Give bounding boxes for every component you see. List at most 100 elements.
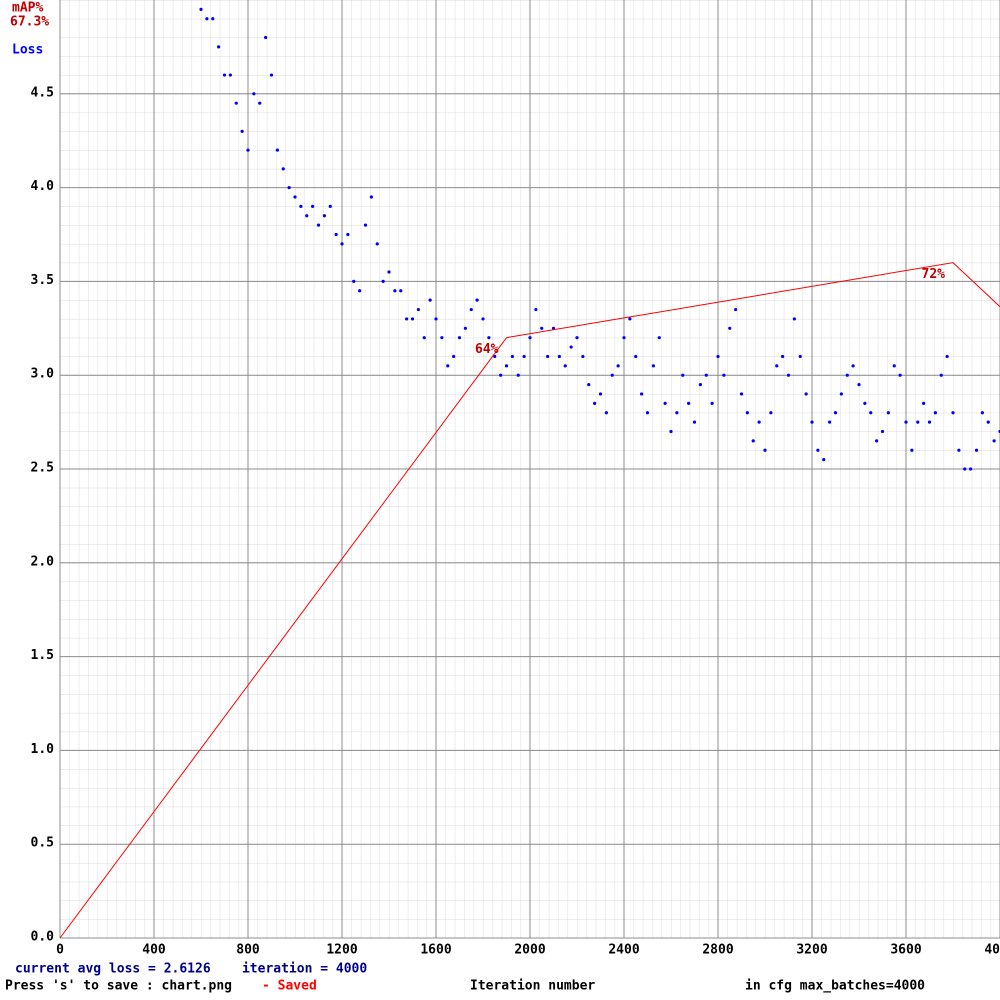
loss-point (692, 420, 697, 424)
y-tick-label: 3.0 (31, 367, 55, 382)
saved: - Saved (262, 979, 317, 994)
loss-point (669, 429, 673, 434)
loss-point (487, 336, 491, 340)
x-tick-label: 400 (142, 943, 166, 958)
loss-point (804, 392, 808, 396)
loss-point (475, 298, 479, 302)
x-tick-label: 0 (56, 943, 64, 958)
loss-point (428, 298, 432, 302)
loss-point (258, 101, 262, 105)
current-map: 67.3% (10, 15, 49, 30)
y-tick-label: 0.0 (31, 930, 55, 945)
loss-point (628, 317, 632, 321)
loss-point (734, 307, 738, 312)
loss-point (675, 411, 679, 415)
loss-point (898, 373, 902, 377)
loss-point (499, 373, 503, 377)
loss-point (651, 364, 655, 368)
loss-point (410, 317, 415, 321)
loss-point (722, 373, 726, 377)
loss-point (622, 336, 626, 340)
loss-point (798, 354, 802, 359)
loss-point (363, 223, 368, 227)
loss-point (769, 411, 773, 415)
loss-point (358, 289, 362, 293)
loss-point (375, 242, 379, 246)
y-tick-label: 4.0 (31, 179, 55, 194)
loss-point (452, 354, 456, 359)
loss-point (422, 336, 426, 340)
loss-point (393, 289, 397, 293)
x-tick-label: 4000 (984, 943, 1000, 958)
loss-point (986, 420, 990, 424)
loss-point (822, 458, 826, 462)
loss-point (833, 411, 838, 415)
loss-point (281, 167, 285, 171)
loss-point (687, 401, 691, 405)
loss-point (851, 364, 855, 368)
loss-point (957, 448, 961, 452)
loss-point (875, 439, 879, 443)
loss-point (645, 411, 650, 415)
loss-point (974, 448, 979, 452)
loss-point (199, 7, 203, 11)
loss-point (504, 364, 509, 368)
loss-point (446, 364, 450, 368)
x-tick-label: 3600 (890, 943, 921, 958)
loss-point (551, 326, 556, 330)
loss-point (557, 354, 561, 359)
y-tick-label: 2.5 (31, 461, 54, 476)
x-tick-label: 800 (236, 943, 260, 958)
loss-point (845, 373, 849, 377)
loss-point (980, 411, 984, 415)
loss-point (275, 148, 279, 152)
map-line (59, 262, 1000, 939)
loss-point (910, 448, 914, 452)
loss-point (440, 336, 444, 340)
loss-point (463, 326, 467, 330)
loss-point (886, 411, 890, 415)
loss-point (316, 223, 321, 227)
x-tick-label: 2400 (608, 943, 639, 958)
loss-point (217, 45, 221, 49)
loss-point (405, 317, 409, 321)
loss-point (346, 232, 350, 237)
status: current avg loss = 2.6126 iteration = 40… (15, 962, 367, 977)
grid: 0.0 0.5 1.0 1.5 2.0 2.5 3.0 3.5 4.0 4.5 0 400 800 120… (31, 0, 1000, 958)
loss-point (252, 92, 256, 96)
loss-point (775, 364, 779, 368)
loss-point (704, 373, 708, 377)
loss-point (839, 392, 843, 396)
save-hint: Press 's' to save : chart.png (5, 979, 232, 994)
loss-point (387, 270, 391, 274)
loss-point (293, 195, 297, 199)
max-batches: in cfg max_batches=4000 (745, 979, 925, 994)
loss-point (328, 204, 332, 208)
loss-point (927, 420, 932, 424)
loss-point (416, 307, 420, 312)
loss-point (933, 411, 937, 415)
loss-point (757, 420, 761, 424)
loss-point (640, 392, 644, 396)
y-tick-label: 0.5 (31, 836, 54, 851)
loss-point (211, 17, 215, 21)
loss-point (510, 354, 514, 359)
y-tick-label: 1.5 (31, 648, 54, 663)
loss-point (299, 204, 303, 208)
x-tick-label: 3200 (796, 943, 827, 958)
loss-point (763, 448, 767, 452)
loss-point (352, 279, 356, 283)
map-label: 64% (475, 342, 499, 357)
loss-point (481, 317, 485, 321)
loss-point (228, 73, 232, 77)
loss-point (681, 373, 685, 377)
loss-point (287, 186, 291, 190)
loss-point (457, 336, 462, 340)
loss-point (939, 373, 943, 377)
loss-point (587, 382, 591, 387)
loss-point (992, 439, 996, 443)
loss-point (880, 429, 885, 434)
loss-point (581, 354, 585, 359)
loss-point (657, 336, 661, 340)
